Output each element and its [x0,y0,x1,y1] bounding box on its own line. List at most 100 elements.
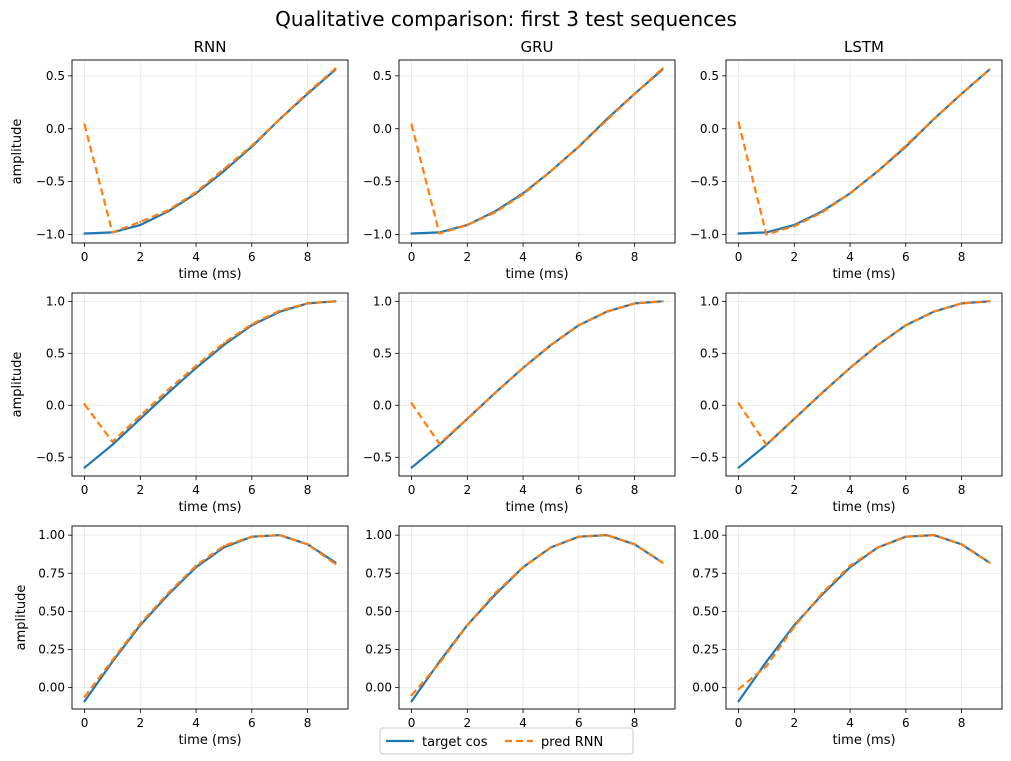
y-tick-label: 0.0 [373,122,392,136]
data-point-pred [111,440,114,443]
series-line-pred [737,533,991,691]
x-tick-label: 4 [192,250,200,264]
plot-area [399,60,675,243]
data-point-pred [932,310,935,313]
data-point-pred [139,414,142,417]
data-point-target [410,466,413,469]
series-line-pred [83,300,336,443]
plot-area [726,526,1002,709]
axes-frame [725,292,1003,477]
x-tick-label: 4 [846,716,854,730]
y-tick-label: −0.5 [690,450,719,464]
subplot-0-1: 0 2 4 6 8 −1.0 −0.5 0.0 0.5 time (ms) GRU [363,38,676,282]
legend: target cos pred RNN [379,727,634,755]
plot-area [399,526,675,709]
data-point-pred [306,543,309,546]
x-tick-label: 0 [735,483,743,497]
data-point-pred [876,546,880,549]
x-tick-label: 6 [248,716,256,730]
subplot-0-0: 0 2 4 6 8 −1.0 −0.5 0.0 0.5 time (ms) amplitude RNN [10,38,349,282]
data-point-target [83,232,86,235]
x-tick-label: 6 [902,483,910,497]
data-point-pred [904,144,907,147]
subplot-grid: 0 2 4 6 8 −1.0 −0.5 0.0 0.5 time (ms) amplitude RNN… [10,38,1003,748]
data-point-pred [466,223,469,227]
plot-area [72,60,348,243]
x-tick-label: 2 [790,716,798,730]
data-point-pred [278,534,281,537]
data-point-target [410,232,413,235]
data-point-target [83,700,86,703]
data-point-target [494,593,497,596]
data-point-pred [521,193,525,196]
data-point-pred [410,123,413,126]
x-tick-label: 6 [575,250,583,264]
x-tick-label: 8 [958,716,966,730]
x-tick-label: 4 [192,716,200,730]
data-point-pred [139,220,142,223]
y-tick-label: 0.75 [38,566,65,580]
data-point-pred [848,564,852,567]
data-point-target [139,223,142,227]
x-tick-label: 0 [81,716,89,730]
subplot-title: RNN [194,38,227,56]
y-tick-label: 0.0 [46,398,65,412]
y-tick-label: 0.0 [700,398,719,412]
data-point-pred [988,561,991,564]
data-point-pred [765,665,768,668]
y-tick-label: −1.0 [36,228,65,242]
data-point-target [139,417,142,420]
data-point-pred [605,119,608,122]
data-point-pred [848,192,852,195]
y-axis-label: amplitude [10,352,25,418]
data-point-pred [793,625,796,628]
data-point-pred [494,391,497,394]
data-point-pred [793,224,796,228]
data-point-pred [848,366,852,369]
data-point-pred [661,561,664,564]
y-tick-label: 0.75 [365,566,392,580]
subplot-title: LSTM [844,38,884,56]
data-point-pred [605,310,608,313]
axes-frame [398,525,676,710]
data-point-pred [932,534,935,537]
data-point-pred [737,402,740,405]
data-point-pred [577,324,580,327]
data-point-pred [83,403,86,406]
x-tick-label: 2 [463,483,471,497]
data-point-target [737,466,740,469]
plot-area [399,293,675,476]
x-tick-label: 6 [575,483,583,497]
y-tick-label: 0.00 [692,681,719,695]
data-point-pred [821,211,824,214]
x-tick-label: 8 [958,483,966,497]
data-point-pred [765,233,768,236]
data-point-pred [960,302,963,305]
x-tick-label: 6 [902,716,910,730]
series-line-target [83,300,336,469]
y-tick-label: 1.00 [692,528,719,542]
x-tick-label: 8 [631,483,639,497]
data-point-pred [633,92,636,95]
y-tick-label: 0.5 [373,69,392,83]
x-tick-label: 2 [136,250,144,264]
series-line-pred [410,533,664,697]
data-point-pred [577,145,580,148]
data-point-pred [737,121,740,124]
axes-frame [725,59,1003,244]
data-point-target [793,624,796,627]
x-tick-label: 2 [463,716,471,730]
data-point-pred [793,417,796,420]
data-point-pred [904,324,907,327]
data-point-pred [222,167,226,171]
x-tick-label: 2 [136,483,144,497]
data-point-target [334,561,337,564]
subplot-title: GRU [520,38,553,56]
x-tick-label: 6 [248,483,256,497]
subplot-1-0: 0 2 4 6 8 −0.5 0.0 0.5 1.0 time (ms) amplitude [10,292,349,515]
y-tick-label: −1.0 [363,228,392,242]
x-tick-label: 4 [519,250,527,264]
data-point-pred [466,417,469,420]
data-point-pred [111,659,114,662]
